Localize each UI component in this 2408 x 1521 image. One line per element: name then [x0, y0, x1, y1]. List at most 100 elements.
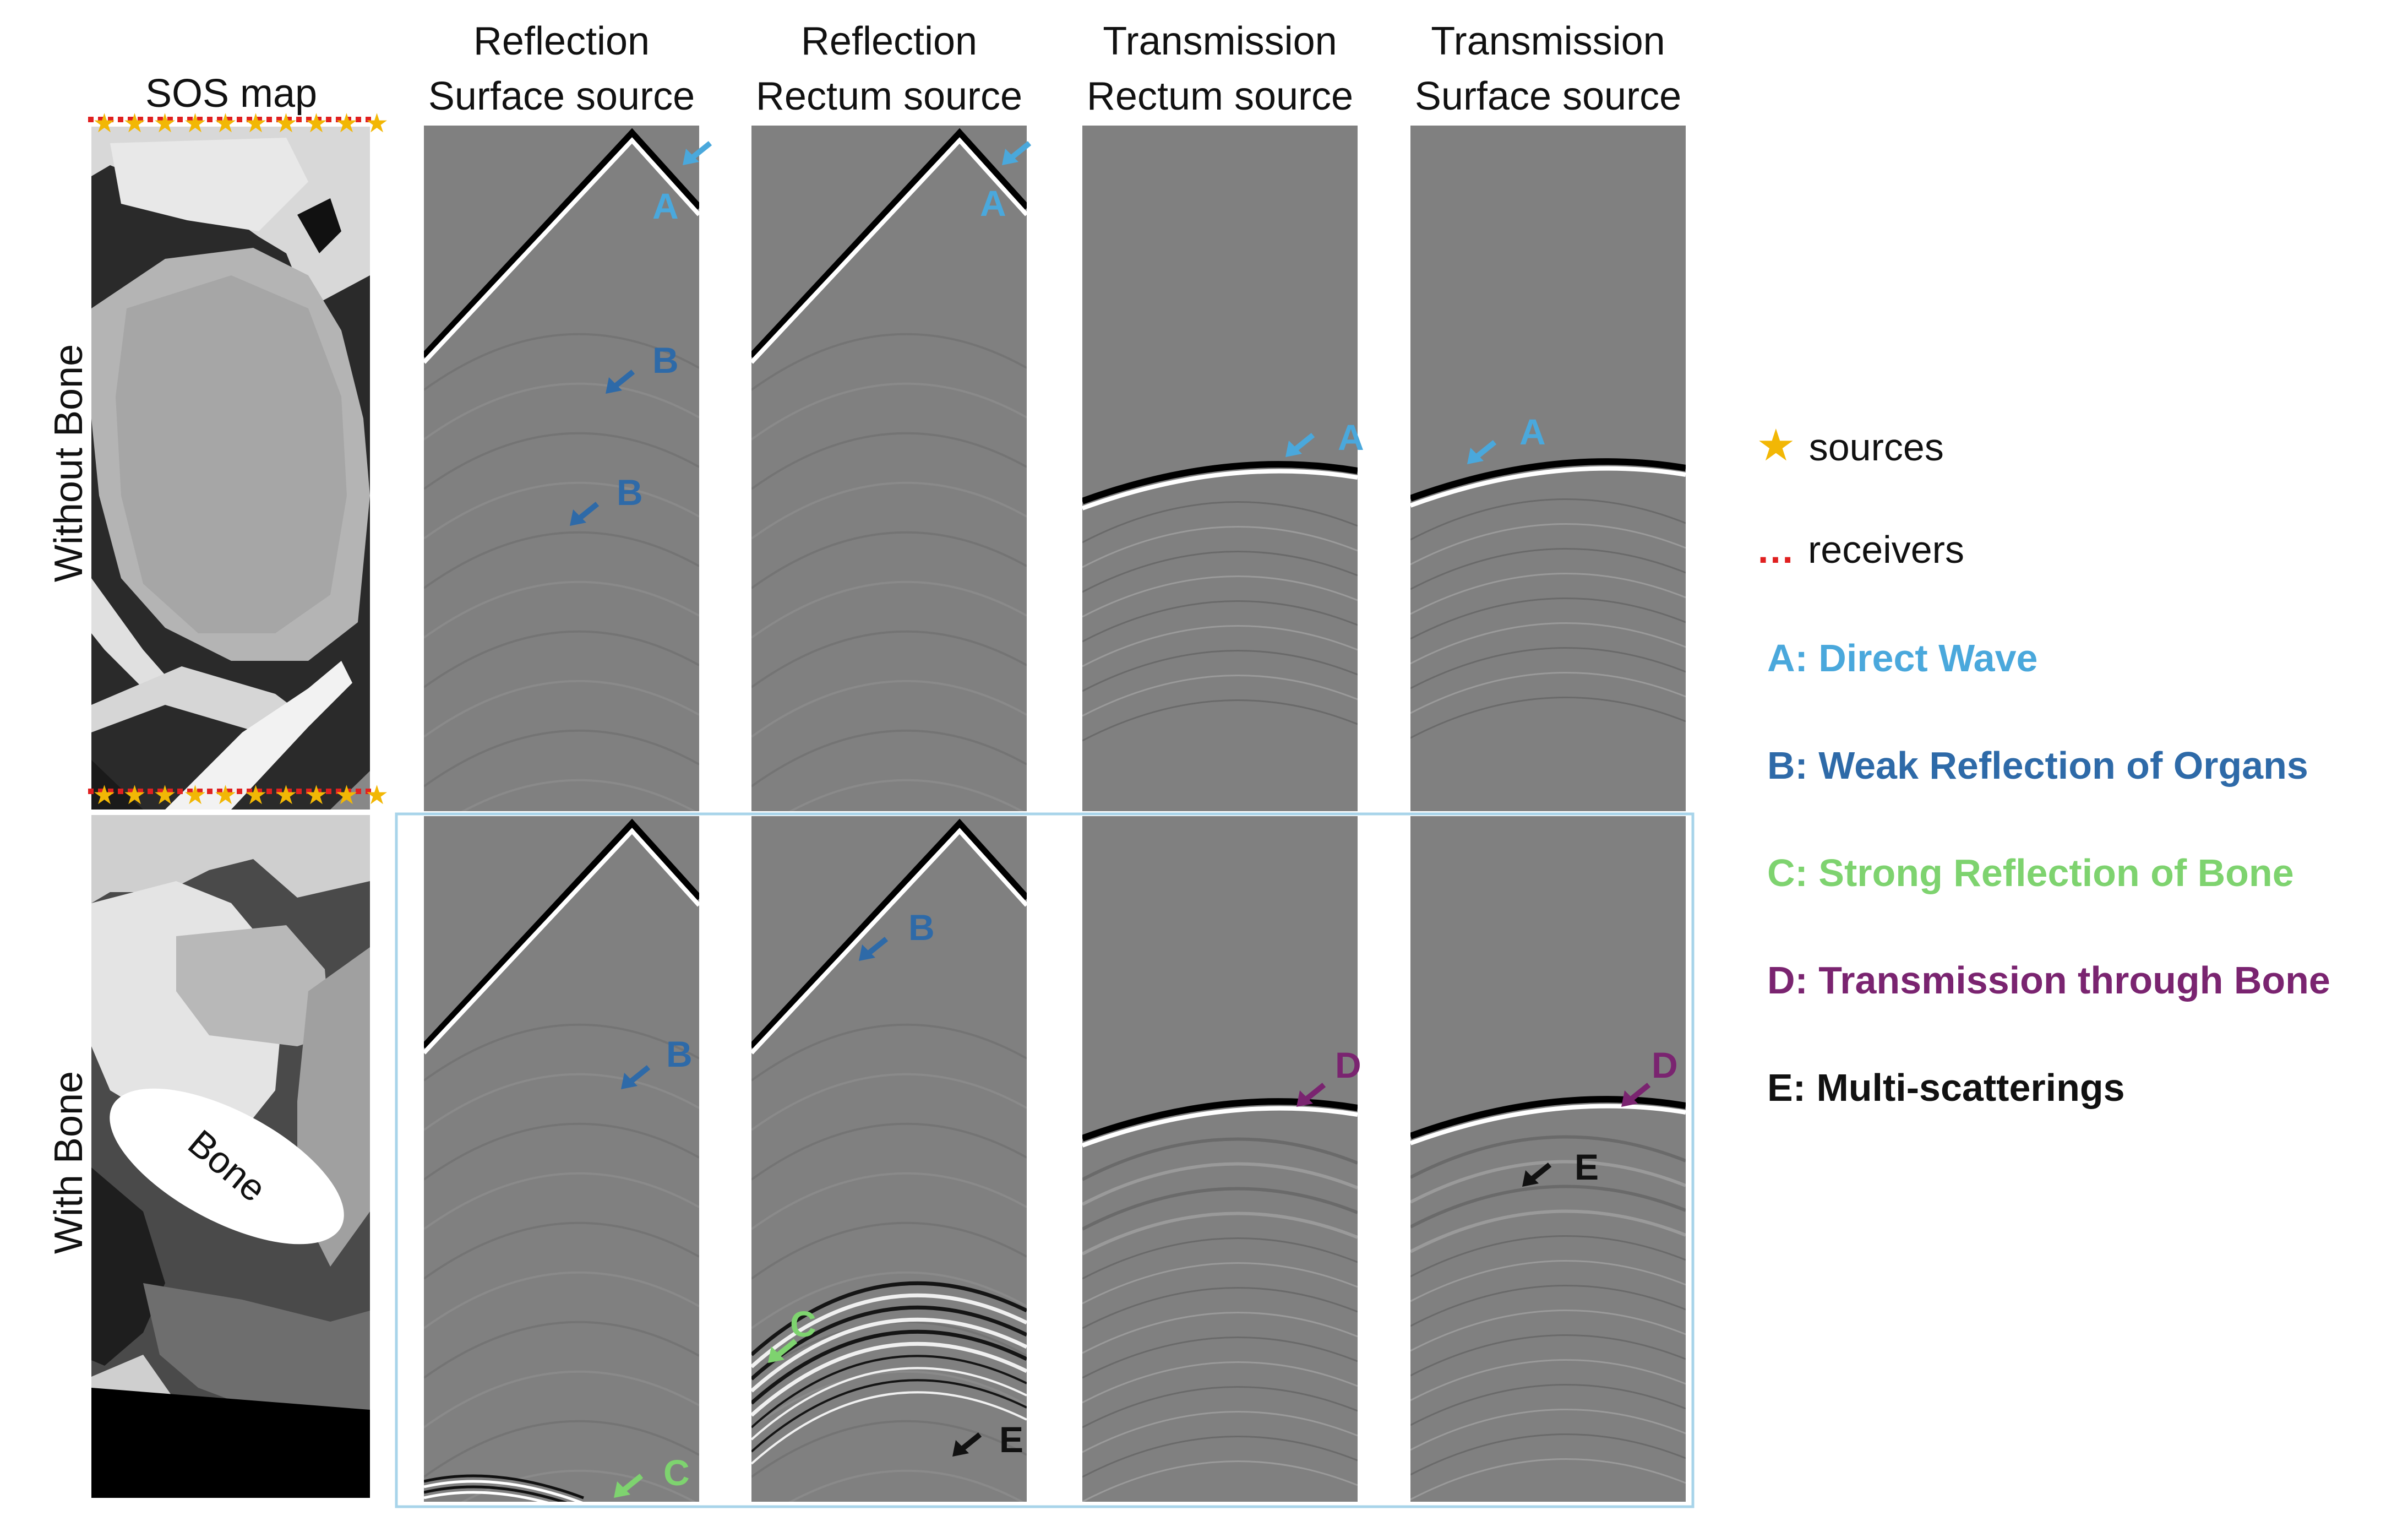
panel-row1-reflection-rectum	[751, 126, 1027, 811]
source-star-icon: ★	[244, 108, 268, 139]
arrow-head	[952, 1440, 969, 1457]
reflection-arc	[424, 1221, 699, 1280]
annotation-label-a: A	[1338, 417, 1364, 458]
sos-map-without-bone	[91, 127, 370, 810]
bone-reflection	[751, 1367, 1027, 1441]
column-title-reflection-surface: Reflection Surface source	[428, 19, 695, 118]
scatter-arc	[1410, 1185, 1686, 1229]
scatter-arc	[1082, 1237, 1358, 1280]
reflection-arc	[424, 382, 699, 441]
transmitted-wave	[1082, 1106, 1358, 1148]
transmitted-wave	[1410, 1104, 1686, 1145]
bone-reflection	[424, 1491, 549, 1502]
annotation-label-b: B	[617, 472, 643, 513]
scatter-arc	[1082, 1337, 1358, 1379]
scatter-arc	[1082, 699, 1358, 742]
scatter-arc	[1082, 501, 1358, 544]
reflection-arc	[424, 333, 699, 391]
annotation-label-b: B	[666, 1034, 693, 1074]
scatter-arc	[1082, 650, 1358, 692]
arrow-head	[1285, 441, 1302, 457]
scatter-arc	[1410, 1235, 1686, 1278]
reflection-arc	[751, 1420, 1027, 1478]
transmitted-wave	[1082, 469, 1358, 510]
scatter-arc	[1410, 647, 1686, 689]
direct-wave	[424, 128, 699, 360]
legend-b: B: Weak Reflection of Organs	[1767, 744, 2308, 787]
scatter-arc	[1410, 1433, 1686, 1476]
reflection-arc	[788, 779, 1024, 811]
source-star-icon: ★	[335, 108, 358, 139]
direct-wave	[751, 128, 1027, 360]
reflection-arc	[424, 630, 699, 688]
column-title-sos: SOS map	[145, 72, 318, 116]
bone-reflection	[751, 1281, 1027, 1356]
scatter-arc	[1410, 573, 1686, 615]
transmitted-wave	[1082, 1098, 1358, 1142]
source-star-icon: ★	[365, 780, 389, 811]
reflection-arc	[424, 1023, 699, 1082]
scatter-arc	[1410, 1359, 1686, 1402]
transmitted-wave	[1410, 458, 1686, 502]
scatter-arc	[1410, 1209, 1686, 1253]
direct-wave	[751, 818, 1027, 1050]
row-label-with-bone: With Bone	[47, 1071, 91, 1254]
source-stars-top: ★ ★ ★ ★ ★ ★ ★ ★ ★ ★	[92, 108, 389, 139]
scatter-arc	[1082, 1287, 1358, 1329]
scatter-arc	[1410, 1310, 1686, 1352]
sos-map-with-bone	[91, 815, 370, 1498]
source-star-icon: ★	[304, 108, 328, 139]
bone-reflection	[424, 1480, 584, 1502]
scatter-arc	[1410, 597, 1686, 640]
reflection-arc	[751, 680, 1027, 738]
arrow-head	[1296, 1090, 1313, 1107]
scatter-arc	[1410, 1160, 1686, 1204]
scatter-arc	[1410, 1260, 1686, 1302]
reflection-arc	[424, 1271, 699, 1329]
panel-row1-transmission-rectum	[1082, 126, 1358, 811]
scatter-arc	[1410, 1458, 1686, 1501]
arrow-head	[570, 509, 586, 526]
annotation-label-a: A	[1519, 411, 1546, 452]
bone-reflection	[424, 1474, 584, 1500]
reflection-arc	[424, 432, 699, 490]
scatter-arc	[1410, 1384, 1686, 1426]
column-title-transmission-rectum: Transmission Rectum source	[1086, 19, 1354, 118]
scatter-arc	[1082, 675, 1358, 717]
direct-wave	[751, 137, 1027, 364]
reflection-arc	[751, 1172, 1027, 1230]
source-star-icon: ★	[214, 780, 237, 811]
arrow-head	[1002, 149, 1018, 165]
reflection-arc	[751, 382, 1027, 441]
annotation-label-d: D	[1335, 1045, 1361, 1085]
scatter-arc	[1410, 697, 1686, 739]
annotation-label-a: A	[652, 186, 679, 226]
reflection-arc	[751, 1073, 1027, 1131]
reflection-arc	[751, 333, 1027, 391]
bone-reflection	[751, 1329, 1027, 1405]
annotation-label-c: C	[663, 1452, 690, 1493]
annotation-label-b: B	[908, 907, 935, 948]
scatter-arc	[1410, 1285, 1686, 1327]
reflection-arc	[424, 1370, 699, 1428]
star-icon: ★	[1756, 421, 1796, 470]
reflection-arc	[424, 1073, 699, 1131]
source-star-icon: ★	[92, 108, 116, 139]
arrow-head	[606, 377, 622, 394]
reflection-arc	[424, 580, 699, 639]
scatter-arc	[1410, 1135, 1686, 1179]
legend-receivers: … receivers	[1756, 528, 1964, 571]
panel-row2-reflection-surface	[424, 816, 699, 1502]
scatter-arc	[1082, 575, 1358, 618]
annotation-arrows: A A B B A A B B C C E D D E	[570, 141, 1678, 1498]
legend-c: C: Strong Reflection of Bone	[1767, 851, 2294, 894]
reflection-arc	[424, 481, 699, 540]
reflection-arc	[751, 630, 1027, 688]
annotation-label-e: E	[999, 1419, 1023, 1460]
bone-reflection	[751, 1355, 1027, 1428]
scatter-arc	[1082, 1187, 1358, 1231]
annotation-label-a: A	[980, 183, 1006, 224]
transmitted-wave	[1410, 466, 1686, 508]
direct-wave	[424, 137, 699, 364]
